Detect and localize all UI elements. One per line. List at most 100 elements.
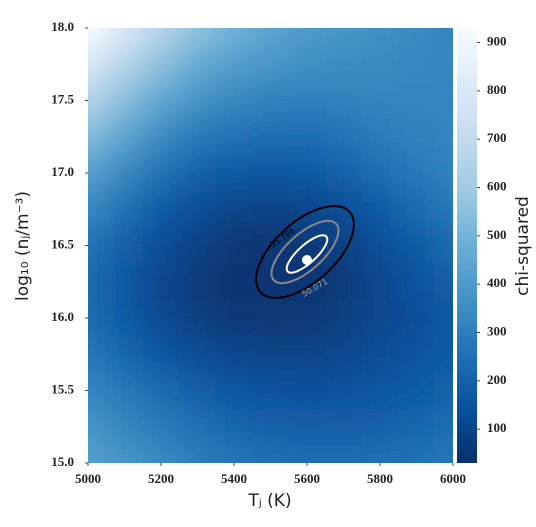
heat-cell [434, 46, 453, 83]
heat-cell [434, 28, 453, 47]
heat-cell [106, 46, 144, 83]
heat-cell [434, 372, 453, 410]
heat-cell [215, 299, 253, 337]
heat-cell [106, 444, 144, 463]
y-tick-label: 15.5 [51, 381, 74, 396]
heat-cell [252, 82, 290, 120]
heat-cell [398, 299, 436, 337]
heat-cell [142, 191, 180, 228]
heat-cell [215, 46, 253, 83]
heat-cell [252, 191, 290, 228]
heat-cell [88, 46, 107, 83]
heat-cell [361, 227, 399, 265]
heat-cell [142, 28, 180, 47]
heat-cell [325, 46, 363, 83]
heat-cell [398, 28, 436, 47]
heat-cell [325, 154, 363, 192]
heat-cell [434, 227, 453, 265]
heat-cell [288, 444, 326, 463]
y-tick-label: 16.5 [51, 236, 74, 251]
heat-cell [361, 263, 399, 301]
heat-cell [106, 154, 144, 192]
heat-cell [434, 444, 453, 463]
heat-cell [215, 118, 253, 156]
heat-cell [325, 118, 363, 156]
colorbar-tick-label: 200 [487, 372, 507, 387]
colorbar-tick-label: 900 [487, 33, 507, 48]
colorbar-tick-label: 500 [487, 227, 507, 242]
heat-cell [252, 408, 290, 446]
y-tick-label: 17.0 [51, 164, 74, 179]
heat-cell [88, 82, 107, 120]
colorbar-tick-label: 600 [487, 178, 507, 193]
heat-cell [142, 227, 180, 265]
heat-cell [88, 408, 107, 446]
heat-cell [106, 82, 144, 120]
heat-cell [88, 154, 107, 192]
contour [255, 205, 355, 299]
heat-cell [361, 191, 399, 228]
heat-cell [106, 28, 144, 47]
heat-cell [88, 227, 107, 265]
heat-cell [398, 46, 436, 83]
heat-cell [325, 299, 363, 337]
heat-cell [288, 154, 326, 192]
heat-cell [325, 444, 363, 463]
heat-cell [215, 154, 253, 192]
heat-cell [434, 191, 453, 228]
heat-cell [106, 408, 144, 446]
heat-cell [252, 336, 290, 373]
heat-cell [88, 372, 107, 410]
heat-cell [88, 336, 107, 373]
heat-cell [106, 263, 144, 301]
heat-cell [179, 336, 217, 373]
y-tick-label: 18.0 [51, 19, 74, 34]
heat-cell [106, 372, 144, 410]
heat-cell [398, 408, 436, 446]
heat-cell [434, 263, 453, 301]
y-axis-label: log₁₀ (nⱼ/m⁻³) [13, 191, 33, 301]
heat-cell [252, 299, 290, 337]
y-tick-label: 16.0 [51, 309, 74, 324]
heat-cell [215, 28, 253, 47]
heat-cell [361, 372, 399, 410]
best-fit-point [302, 255, 312, 265]
x-axis-label: Tⱼ (K) [247, 491, 291, 511]
heat-cell [215, 191, 253, 228]
heat-cell [252, 28, 290, 47]
heat-cell [142, 46, 180, 83]
y-tick-label: 17.5 [51, 91, 74, 106]
heat-cell [88, 191, 107, 228]
heat-cell [398, 263, 436, 301]
heat-cell [434, 154, 453, 192]
heat-cell [142, 154, 180, 192]
heat-cell [325, 372, 363, 410]
heat-cell [179, 191, 217, 228]
heat-cell [252, 444, 290, 463]
heat-cell [434, 408, 453, 446]
heat-cell [288, 336, 326, 373]
heat-cell [142, 263, 180, 301]
x-tick-label: 5600 [294, 471, 320, 486]
heat-cell [288, 46, 326, 83]
heat-cell [288, 118, 326, 156]
heat-cell [179, 82, 217, 120]
heat-cell [179, 28, 217, 47]
heat-cell [288, 299, 326, 337]
heat-cell [325, 28, 363, 47]
heat-cell [361, 28, 399, 47]
heat-cell [361, 299, 399, 337]
heat-cell [288, 408, 326, 446]
heat-cell [398, 227, 436, 265]
colorbar [457, 28, 477, 463]
heat-cell [215, 444, 253, 463]
heat-cell [215, 227, 253, 265]
heat-cell [398, 118, 436, 156]
heat-cell [325, 191, 363, 228]
heat-cell [434, 82, 453, 120]
heat-cell [106, 336, 144, 373]
heat-cell [106, 299, 144, 337]
heat-cell [142, 82, 180, 120]
heat-cell [179, 46, 217, 83]
heat-cell [361, 336, 399, 373]
